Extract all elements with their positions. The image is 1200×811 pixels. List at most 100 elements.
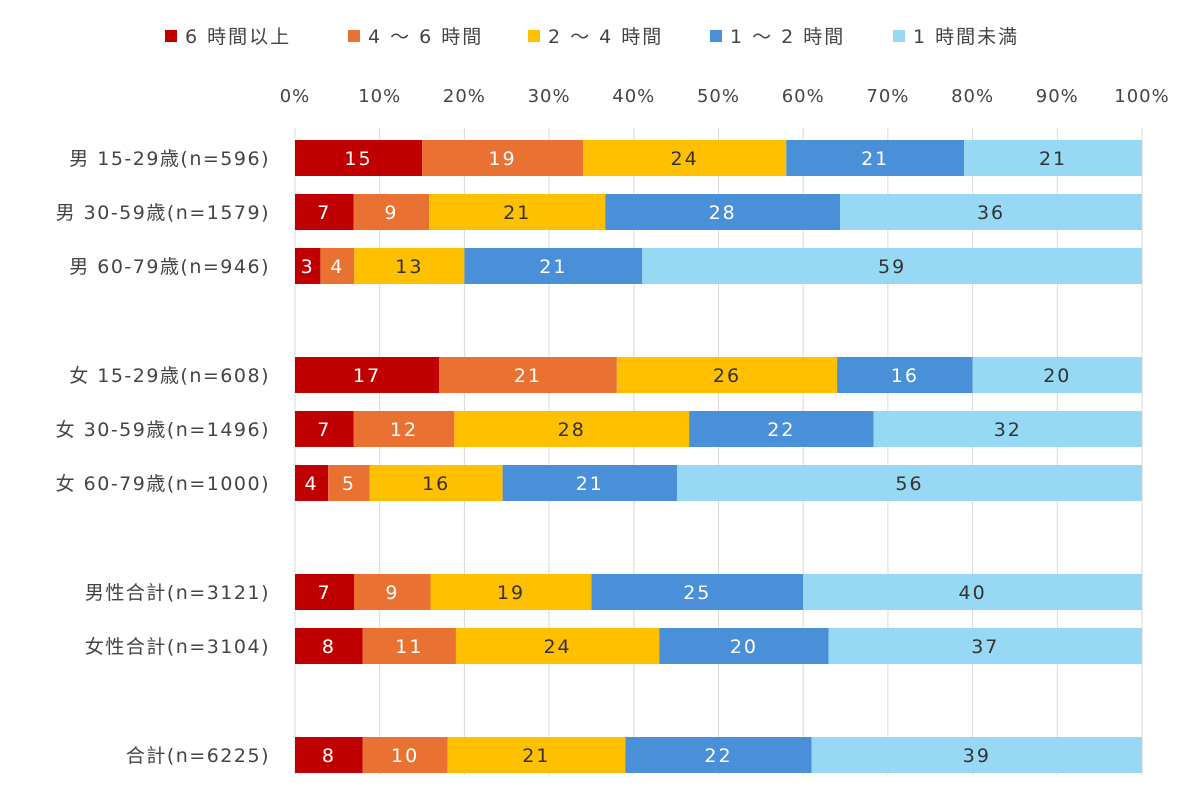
category-label: 男 30-59歳(n=1579) bbox=[56, 202, 270, 224]
bar-segment bbox=[964, 140, 1142, 176]
data-label: 56 bbox=[895, 473, 923, 495]
legend-label: 2 〜 4 時間 bbox=[548, 26, 663, 48]
bar-segment bbox=[295, 737, 363, 773]
bar-segment bbox=[464, 248, 643, 284]
bar-segment bbox=[616, 357, 838, 393]
bar-segment bbox=[840, 194, 1142, 230]
bar-segment bbox=[295, 194, 354, 230]
data-label: 13 bbox=[395, 256, 423, 278]
data-label: 12 bbox=[390, 419, 418, 441]
data-label: 7 bbox=[318, 582, 332, 604]
data-label: 22 bbox=[704, 745, 732, 767]
data-label: 11 bbox=[395, 636, 423, 658]
bar-segment bbox=[676, 465, 1142, 501]
data-label: 4 bbox=[330, 256, 344, 278]
bar-segment bbox=[295, 248, 321, 284]
x-tick-label: 0% bbox=[280, 86, 311, 107]
legend-swatch bbox=[893, 30, 905, 42]
bar-segment bbox=[455, 628, 660, 664]
data-label: 21 bbox=[522, 745, 550, 767]
bar-segment bbox=[353, 194, 430, 230]
x-tick-label: 50% bbox=[697, 86, 740, 107]
bar-segment bbox=[811, 737, 1142, 773]
data-label: 7 bbox=[317, 202, 331, 224]
data-label: 21 bbox=[539, 256, 567, 278]
data-label: 39 bbox=[963, 745, 991, 767]
data-label: 3 bbox=[301, 256, 315, 278]
data-label: 16 bbox=[891, 365, 919, 387]
x-tick-label: 40% bbox=[612, 86, 655, 107]
bar-segment bbox=[369, 465, 503, 501]
x-tick-label: 80% bbox=[951, 86, 994, 107]
legend-swatch bbox=[528, 30, 540, 42]
bar-segment bbox=[786, 140, 965, 176]
bar-segment bbox=[295, 465, 329, 501]
bar-segment bbox=[502, 465, 677, 501]
bar-segment bbox=[295, 357, 439, 393]
legend-label: 1 時間未満 bbox=[913, 26, 1019, 48]
bar-segment bbox=[659, 628, 829, 664]
legend-swatch bbox=[165, 30, 177, 42]
bar-segment bbox=[354, 248, 465, 284]
data-label: 28 bbox=[709, 202, 737, 224]
category-label: 女 60-79歳(n=1000) bbox=[56, 473, 270, 495]
legend-label: 6 時間以上 bbox=[185, 26, 291, 48]
bar-segment bbox=[328, 465, 370, 501]
bar-segment bbox=[354, 574, 431, 610]
bar-segment bbox=[295, 411, 354, 447]
category-label: 男 60-79歳(n=946) bbox=[69, 256, 270, 278]
data-label: 22 bbox=[767, 419, 795, 441]
bar-segment bbox=[689, 411, 874, 447]
data-label: 24 bbox=[543, 636, 571, 658]
bar-segment bbox=[430, 574, 592, 610]
data-label: 9 bbox=[385, 582, 399, 604]
category-label: 男 15-29歳(n=596) bbox=[69, 148, 270, 170]
bar-segment bbox=[454, 411, 690, 447]
bar-segment bbox=[642, 248, 1142, 284]
bar-segment bbox=[625, 737, 812, 773]
data-label: 37 bbox=[971, 636, 999, 658]
bar-segment bbox=[447, 737, 626, 773]
bar-segment bbox=[591, 574, 804, 610]
data-label: 21 bbox=[514, 365, 542, 387]
legend-label: 1 〜 2 時間 bbox=[730, 26, 845, 48]
data-label: 21 bbox=[576, 473, 604, 495]
data-label: 28 bbox=[558, 419, 586, 441]
bar-segment bbox=[438, 357, 617, 393]
x-tick-label: 90% bbox=[1036, 86, 1079, 107]
bar-segment bbox=[295, 574, 355, 610]
data-label: 9 bbox=[384, 202, 398, 224]
data-label: 16 bbox=[422, 473, 450, 495]
legend-swatch bbox=[348, 30, 360, 42]
bar-segment bbox=[295, 140, 423, 176]
data-label: 36 bbox=[977, 202, 1005, 224]
x-tick-label: 30% bbox=[528, 86, 571, 107]
bar-segment bbox=[362, 737, 448, 773]
data-label: 19 bbox=[497, 582, 525, 604]
x-tick-label: 70% bbox=[866, 86, 909, 107]
data-label: 4 bbox=[305, 473, 319, 495]
legend-label: 4 〜 6 時間 bbox=[368, 26, 483, 48]
data-label: 8 bbox=[322, 745, 336, 767]
bar-segment bbox=[873, 411, 1142, 447]
category-label: 女 15-29歳(n=608) bbox=[69, 365, 270, 387]
data-label: 32 bbox=[994, 419, 1022, 441]
data-label: 19 bbox=[488, 148, 516, 170]
data-label: 10 bbox=[391, 745, 419, 767]
bar-segment bbox=[422, 140, 583, 176]
bar-segment bbox=[429, 194, 606, 230]
data-label: 17 bbox=[353, 365, 381, 387]
data-label: 59 bbox=[878, 256, 906, 278]
data-label: 7 bbox=[317, 419, 331, 441]
data-label: 24 bbox=[671, 148, 699, 170]
x-tick-label: 100% bbox=[1114, 86, 1169, 107]
data-label: 26 bbox=[713, 365, 741, 387]
legend-swatch bbox=[710, 30, 722, 42]
x-tick-label: 10% bbox=[358, 86, 401, 107]
bar-segment bbox=[828, 628, 1142, 664]
bar-segment bbox=[295, 628, 363, 664]
bar-segment bbox=[605, 194, 841, 230]
x-tick-label: 60% bbox=[782, 86, 825, 107]
x-tick-label: 20% bbox=[443, 86, 486, 107]
